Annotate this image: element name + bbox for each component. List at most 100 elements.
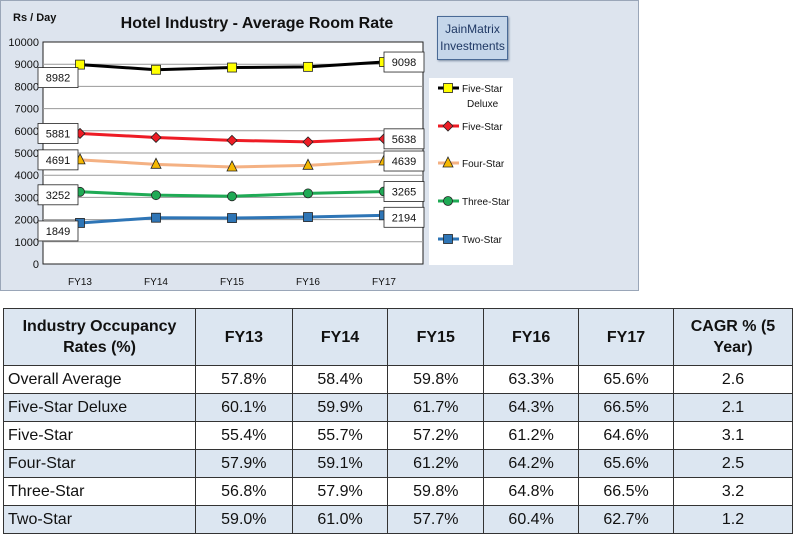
- cell: 64.2%: [483, 449, 580, 478]
- y-axis-label: Rs / Day: [13, 12, 57, 24]
- cell: 3.1: [672, 421, 794, 450]
- cell: 61.0%: [291, 505, 389, 534]
- table-row: Five-Star Deluxe 60.1% 59.9% 61.7% 64.3% 66.5…: [2, 393, 794, 422]
- x-tick-label: FY16: [296, 277, 320, 288]
- legend-label: Five-Star: [462, 122, 503, 133]
- column-header: Industry Occupancy Rates (%): [2, 308, 197, 366]
- data-label: 5881: [46, 128, 70, 140]
- legend-marker: [443, 196, 453, 206]
- cell: 57.7%: [387, 505, 485, 534]
- cell: 63.3%: [483, 365, 580, 394]
- data-point: [150, 157, 162, 169]
- y-tick-label: 3000: [15, 192, 39, 204]
- y-tick-label: 10000: [8, 37, 39, 49]
- data-point: [151, 64, 161, 75]
- cell: 64.8%: [483, 477, 580, 506]
- cell: 65.6%: [578, 449, 674, 478]
- cell: 2.1: [672, 393, 794, 422]
- cell: 59.8%: [387, 365, 485, 394]
- cell: 57.2%: [387, 421, 485, 450]
- occupancy-table: Industry Occupancy Rates (%) FY13 FY14 FY15…: [2, 308, 794, 534]
- table-row: Three-Star 56.8% 57.9% 59.8% 64.8% 66.5% 3.2: [2, 477, 794, 506]
- x-tick-label: FY13: [68, 277, 92, 288]
- series-five-star-deluxe: 8982 9098: [37, 51, 425, 88]
- brand-box: JainMatrix Investments: [437, 16, 508, 60]
- table-row: Four-Star 57.9% 59.1% 61.2% 64.2% 65.6% 2.5: [2, 449, 794, 478]
- data-label-box: [37, 184, 79, 206]
- y-tick-label: 5000: [15, 148, 39, 160]
- cell: 58.4%: [291, 365, 389, 394]
- cell: 61.2%: [483, 421, 580, 450]
- cell: 66.5%: [578, 393, 674, 422]
- data-label: 3252: [46, 190, 70, 202]
- data-point: [150, 131, 162, 144]
- cell: 60.1%: [195, 393, 293, 422]
- data-label: 4639: [392, 156, 416, 168]
- table-row: Overall Average 57.8% 58.4% 59.8% 63.3% 65.6%…: [2, 365, 794, 394]
- cell: 56.8%: [195, 477, 293, 506]
- data-label-box: [37, 67, 79, 88]
- cell: 1.2: [672, 505, 794, 534]
- column-header: FY13: [195, 308, 293, 366]
- y-tick-label: 9000: [15, 59, 39, 71]
- data-point: [303, 61, 313, 72]
- y-tick-label: 2000: [15, 215, 39, 227]
- data-label: 3265: [392, 187, 416, 199]
- row-label: Overall Average: [2, 365, 197, 394]
- table-row: Two-Star 59.0% 61.0% 57.7% 60.4% 62.7% 1.2: [2, 505, 794, 534]
- data-point: [151, 212, 161, 223]
- cell: 59.8%: [387, 477, 485, 506]
- data-point: [151, 190, 161, 201]
- legend-label: Four-Star: [462, 159, 505, 170]
- legend-marker: [443, 234, 453, 244]
- data-label: 8982: [46, 73, 70, 85]
- cell: 55.4%: [195, 421, 293, 450]
- table-header-row: Industry Occupancy Rates (%) FY13 FY14 FY15…: [2, 308, 794, 366]
- legend-label: Two-Star: [462, 235, 503, 246]
- data-label-box: [383, 51, 425, 73]
- y-tick-label: 7000: [15, 104, 39, 116]
- legend-label: Three-Star: [462, 197, 510, 208]
- cell: 59.0%: [195, 505, 293, 534]
- data-label-box: [383, 181, 425, 202]
- cell: 64.6%: [578, 421, 674, 450]
- cell: 61.7%: [387, 393, 485, 422]
- column-header: FY16: [483, 308, 580, 366]
- y-tick-label: 4000: [15, 170, 39, 182]
- cell: 57.8%: [195, 365, 293, 394]
- row-label: Five-Star Deluxe: [2, 393, 197, 422]
- data-point: [227, 191, 237, 202]
- cell: 2.5: [672, 449, 794, 478]
- cell: 59.9%: [291, 393, 389, 422]
- row-label: Four-Star: [2, 449, 197, 478]
- cell: 2.6: [672, 365, 794, 394]
- chart-title: Hotel Industry - Average Room Rate: [121, 15, 394, 32]
- y-tick-label: 0: [33, 259, 39, 271]
- data-point: [75, 59, 85, 70]
- data-point: [226, 160, 238, 172]
- cell: 66.5%: [578, 477, 674, 506]
- data-label: 1849: [46, 226, 70, 238]
- series-four-star: 4691 4639: [37, 149, 425, 172]
- series-three-star: 3252 3265: [37, 181, 425, 206]
- cell: 3.2: [672, 477, 794, 506]
- column-header: FY17: [578, 308, 674, 366]
- row-label: Three-Star: [2, 477, 197, 506]
- legend-marker: [442, 156, 454, 168]
- brand-line1: JainMatrix: [445, 22, 500, 36]
- y-tick-label: 6000: [15, 126, 39, 138]
- x-tick-label: FY14: [144, 277, 168, 288]
- cell: 65.6%: [578, 365, 674, 394]
- data-label: 5638: [392, 134, 416, 146]
- cell: 64.3%: [483, 393, 580, 422]
- series-five-star: 5881 5638: [37, 123, 425, 150]
- data-label-box: [37, 220, 79, 242]
- cell: 57.9%: [195, 449, 293, 478]
- data-label-box: [383, 128, 425, 150]
- table-row: Five-Star 55.4% 55.7% 57.2% 61.2% 64.6% 3.1: [2, 421, 794, 450]
- data-point: [226, 134, 238, 146]
- cell: 61.2%: [387, 449, 485, 478]
- column-header: CAGR % (5 Year): [672, 308, 794, 366]
- y-tick-label: 1000: [15, 237, 39, 249]
- data-label-box: [383, 150, 425, 172]
